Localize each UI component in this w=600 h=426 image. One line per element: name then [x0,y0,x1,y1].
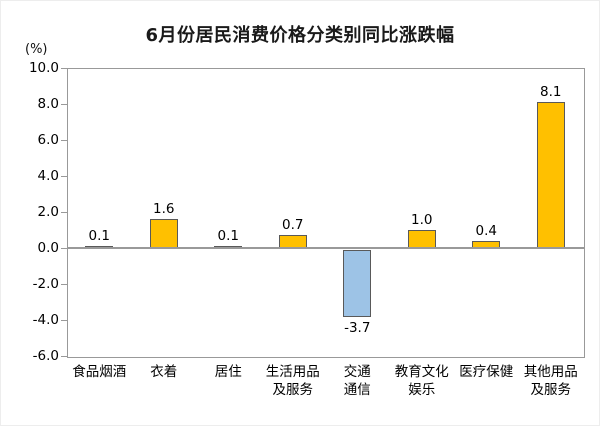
bar-6 [407,230,436,248]
bar-8 [536,102,565,248]
bar-value-label: -3.7 [344,320,371,336]
x-category-label: 交通 通信 [343,364,371,398]
y-tick-mark [61,284,67,285]
x-category-label: 居住 [214,364,242,380]
y-tick-label: 10.0 [28,60,59,76]
bar-value-label: 0.4 [475,223,497,239]
y-tick-label: -2.0 [32,276,59,292]
bar-value-label: 8.1 [540,84,562,100]
y-tick-label: 0.0 [37,240,59,256]
y-axis-unit-label: (%) [25,42,48,57]
zero-baseline [67,247,584,249]
y-tick-label: 8.0 [37,96,59,112]
y-tick-mark [61,212,67,213]
bar-value-label: 0.1 [88,228,110,244]
y-tick-label: -6.0 [32,348,59,364]
x-category-label: 生活用品 及服务 [265,364,320,398]
y-tick-label: 2.0 [37,204,59,220]
y-tick-mark [61,140,67,141]
bar-2 [149,219,178,248]
bar-value-label: 1.0 [411,212,433,228]
y-tick-label: 6.0 [37,132,59,148]
y-tick-mark [61,248,67,249]
x-category-label: 医疗保健 [459,364,514,380]
x-category-label: 其他用品 及服务 [523,364,578,398]
bar-value-label: 1.6 [153,201,175,217]
plot-area [67,68,585,358]
x-category-label: 教育文化 娱乐 [394,364,449,398]
bar-value-label: 0.1 [217,228,239,244]
y-tick-mark [61,104,67,105]
x-category-label: 食品烟酒 [72,364,127,380]
chart-title: 6月份居民消费价格分类别同比涨跌幅 [145,25,455,46]
y-tick-label: 4.0 [37,168,59,184]
y-tick-mark [61,68,67,69]
y-tick-label: -4.0 [32,312,59,328]
bar-5 [343,250,372,317]
y-tick-mark [61,320,67,321]
x-category-label: 衣着 [150,364,178,380]
bar-value-label: 0.7 [282,217,304,233]
y-tick-mark [61,176,67,177]
y-tick-mark [61,356,67,357]
